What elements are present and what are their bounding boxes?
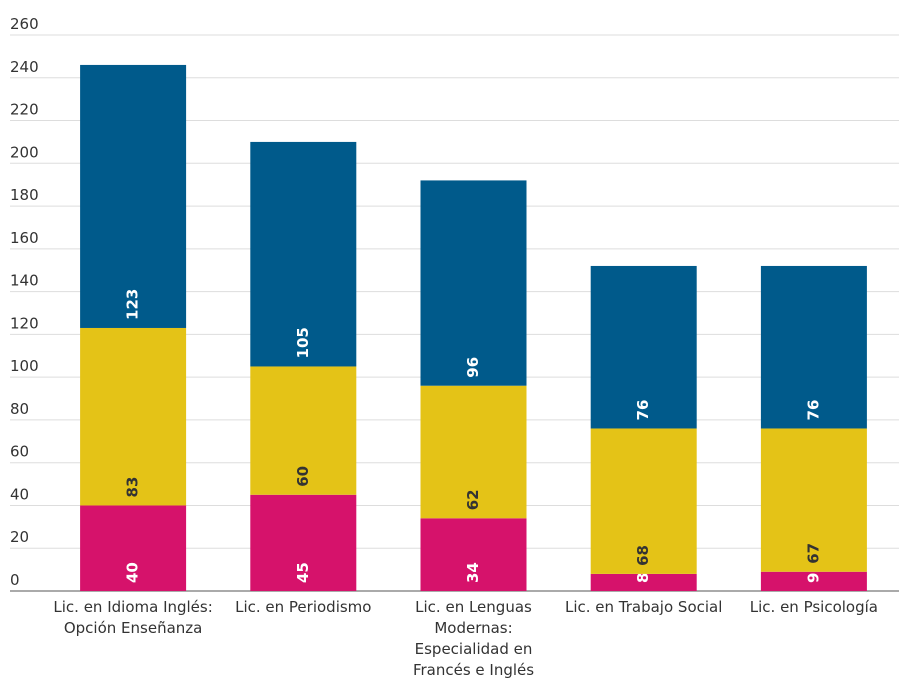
y-tick-label: 240	[10, 58, 39, 76]
y-tick-label: 140	[10, 272, 39, 290]
y-tick-label: 80	[10, 400, 29, 418]
data-label: 76	[804, 400, 822, 421]
bar-segment	[590, 573, 697, 591]
data-label: 67	[804, 543, 822, 564]
x-tick-label: Lic. en Trabajo Social	[564, 598, 723, 616]
bar-segment	[760, 571, 867, 591]
y-tick-label: 180	[10, 186, 39, 204]
data-label: 60	[294, 466, 312, 487]
bar-segment	[420, 180, 527, 386]
bar-segment	[250, 494, 357, 591]
data-label: 40	[124, 562, 142, 583]
data-label: 105	[294, 327, 312, 358]
bar-segment	[590, 265, 697, 429]
bar-segment	[250, 141, 357, 367]
data-label: 96	[464, 357, 482, 378]
y-tick-label: 60	[10, 443, 29, 461]
bar-segment	[420, 385, 527, 519]
data-label: 9	[804, 573, 822, 583]
y-tick-label: 20	[10, 528, 29, 546]
data-label: 62	[464, 489, 482, 510]
data-label: 123	[124, 289, 142, 320]
y-tick-label: 100	[10, 357, 39, 375]
y-tick-label: 220	[10, 101, 39, 119]
data-label: 68	[634, 545, 652, 566]
x-tick-label: Lic. en Lenguas Modernas: Especialidad e…	[412, 598, 535, 679]
bar-segment	[590, 428, 697, 574]
x-tick-label: Lic. en Idioma Inglés: Opción Enseñanza	[53, 598, 213, 637]
y-tick-label: 0	[10, 571, 20, 589]
y-tick-label: 200	[10, 143, 39, 161]
bar-segment	[80, 64, 187, 328]
y-tick-label: 40	[10, 485, 29, 503]
bar-segment	[80, 505, 187, 591]
x-tick-label: Lic. en Periodismo	[235, 598, 372, 616]
data-label: 45	[294, 562, 312, 583]
y-tick-label: 120	[10, 314, 39, 332]
data-label: 8	[634, 573, 652, 583]
bar-segment	[760, 265, 867, 429]
data-label: 34	[464, 562, 482, 583]
bar-segment	[420, 518, 527, 591]
y-tick-label: 260	[10, 15, 39, 33]
bar-segment	[80, 327, 187, 506]
bar-segment	[760, 428, 867, 572]
bar-segment	[250, 366, 357, 495]
y-tick-label: 160	[10, 229, 39, 247]
data-label: 83	[124, 477, 142, 498]
x-tick-label: Lic. en Psicología	[749, 598, 878, 616]
data-label: 76	[634, 400, 652, 421]
